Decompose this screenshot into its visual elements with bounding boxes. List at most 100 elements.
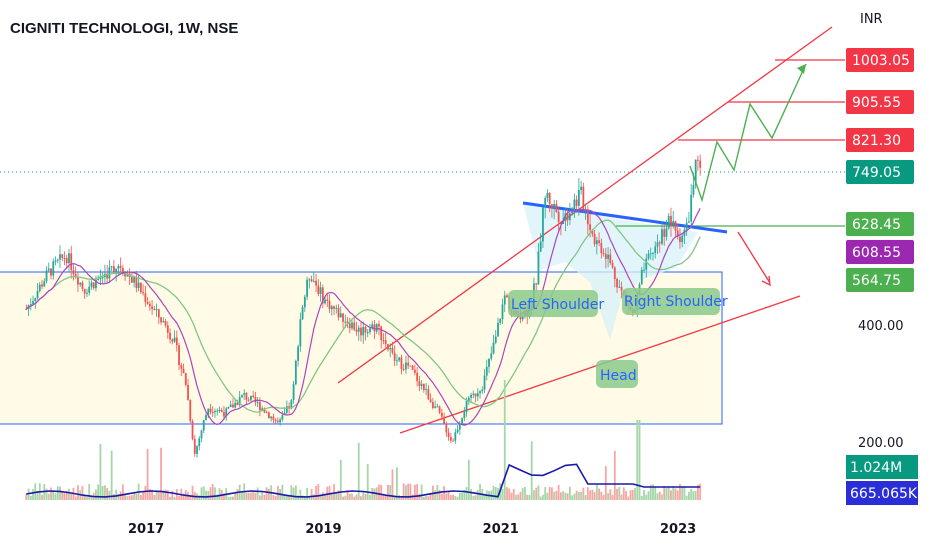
volume-bar (456, 496, 459, 500)
volume-bar (539, 496, 542, 500)
volume-bar (593, 492, 596, 500)
volume-bar (445, 493, 448, 500)
price-axis[interactable]: INR 400.00 200.00 (858, 12, 904, 451)
volume-bar (263, 494, 266, 500)
candle (110, 265, 113, 271)
candle (41, 279, 43, 290)
volume-bar (254, 492, 257, 500)
volume-bar (389, 485, 392, 500)
candle (431, 397, 434, 410)
volume-bar (672, 485, 675, 500)
candle (393, 345, 396, 366)
candle (546, 189, 549, 203)
candle (270, 416, 273, 422)
volume-bar (63, 493, 66, 500)
candle (191, 419, 194, 441)
candle (70, 245, 73, 279)
candle (497, 317, 499, 337)
candle (267, 411, 270, 419)
candle (171, 338, 174, 345)
volume-bar (607, 493, 609, 500)
candle (68, 248, 70, 272)
volume-bar (470, 489, 472, 500)
candle (494, 329, 497, 345)
volume-bar (272, 494, 275, 500)
candle (640, 266, 643, 285)
volume-bar (694, 490, 697, 500)
candle (353, 318, 356, 332)
candle (456, 425, 459, 434)
volume-bar (173, 496, 176, 500)
volume-bar (151, 489, 153, 500)
volume-bar (562, 491, 565, 500)
candle (216, 408, 219, 416)
candle (189, 399, 192, 423)
annotation-head[interactable]: Head (596, 360, 638, 388)
volume-bar (551, 487, 553, 500)
volume-bar (110, 450, 113, 500)
volume-bar (133, 493, 136, 500)
candle (173, 330, 176, 344)
moving-average-long (25, 219, 701, 413)
volume-bar (503, 380, 506, 500)
volume-bar (95, 489, 97, 500)
volume-bar (467, 459, 470, 500)
candle (366, 329, 369, 338)
candle (162, 317, 165, 323)
volume-bar (104, 485, 106, 500)
candle (387, 343, 389, 352)
volume-bar (667, 486, 670, 500)
volume-bar (335, 493, 338, 500)
volume-bar (463, 489, 466, 500)
candle (685, 217, 688, 236)
volume-bar (65, 490, 68, 500)
volume-bar (285, 496, 288, 500)
candle (209, 403, 212, 415)
candle (452, 438, 454, 442)
volume-bar (663, 486, 666, 500)
candle (335, 304, 338, 314)
candle (77, 272, 79, 292)
volume-bar (420, 484, 423, 500)
annotation-left-shoulder[interactable]: Left Shoulder (508, 290, 604, 317)
candle (449, 433, 452, 444)
candle (108, 260, 111, 284)
volume-bar (544, 487, 547, 500)
candle (357, 325, 360, 341)
candle (36, 283, 39, 300)
volume-bar (216, 494, 219, 500)
volume-bar (209, 487, 212, 500)
candle (645, 253, 648, 278)
candle (72, 263, 75, 281)
candle (609, 248, 612, 265)
volume-bar (36, 491, 39, 500)
candle (488, 358, 490, 373)
bearish-projection-path (737, 231, 771, 284)
candle (566, 208, 569, 227)
candle (670, 207, 672, 237)
candle (205, 413, 207, 421)
annotation-right-shoulder[interactable]: Right Shoulder (622, 288, 728, 315)
candle (139, 282, 142, 294)
volume-bar (276, 485, 279, 500)
candle (198, 436, 201, 451)
volume-bar (440, 493, 443, 500)
candle (351, 318, 353, 331)
volume-bar (265, 487, 268, 500)
volume-bar (364, 493, 367, 500)
candle (688, 211, 690, 223)
volume-bar (166, 490, 169, 500)
volume-bar (690, 489, 693, 500)
candle (115, 268, 118, 282)
volume-bar (530, 441, 533, 500)
candle (618, 279, 621, 288)
candle (564, 207, 567, 232)
volume-bar (479, 483, 481, 500)
candle (187, 378, 189, 401)
volume-bar (97, 484, 100, 500)
volume-bar (171, 490, 174, 500)
candle (652, 251, 654, 261)
time-axis[interactable]: 2017 2019 2021 2023 (128, 522, 696, 537)
candle (360, 322, 362, 342)
